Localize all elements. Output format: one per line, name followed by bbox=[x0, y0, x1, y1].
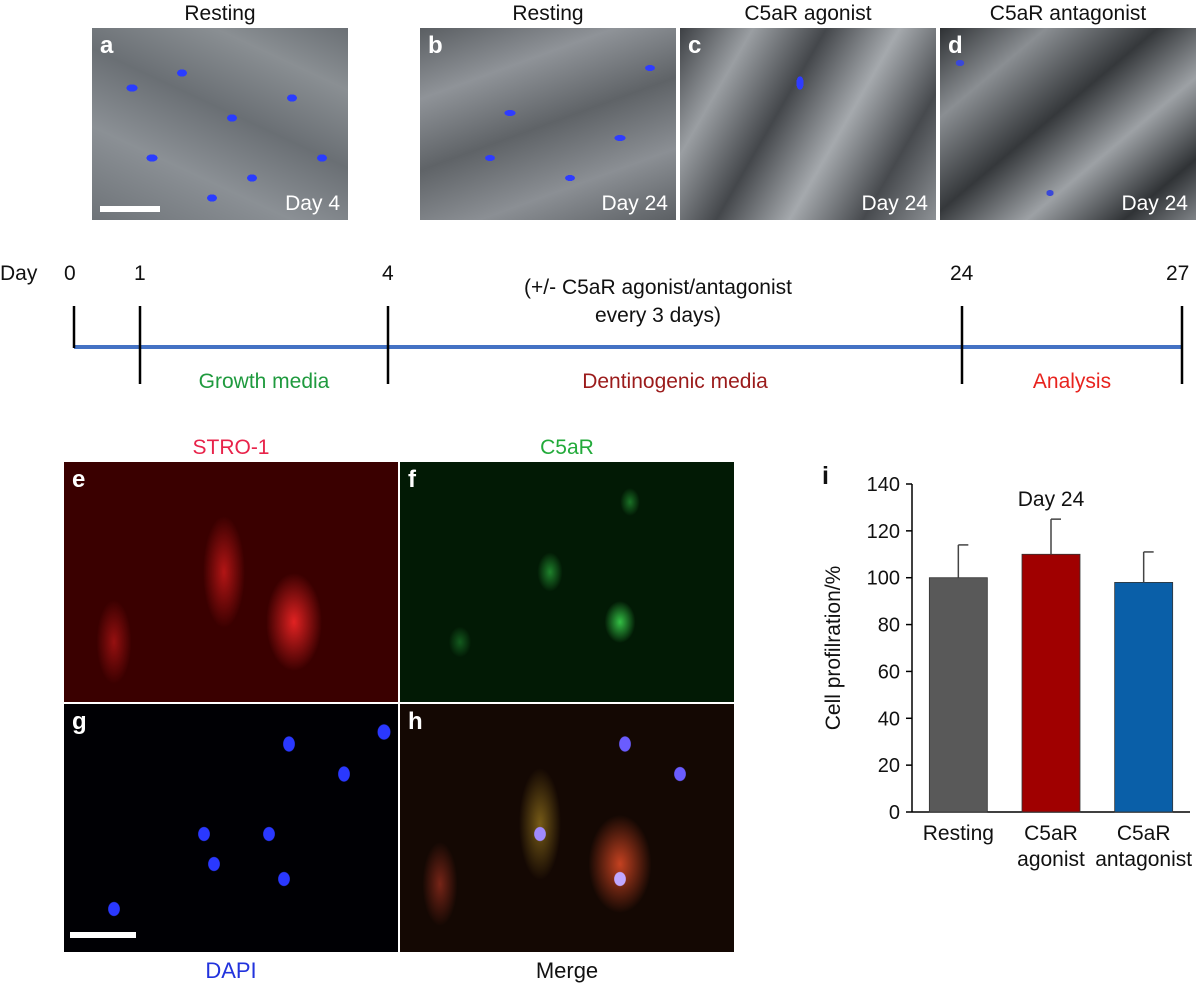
x-tick-label: C5aR bbox=[1117, 822, 1171, 845]
proliferation-bar-chart: i 0 20 40 60 80 100 120 140 Cell profilration/% Re… bbox=[822, 462, 1192, 871]
panel-e-title: STRO-1 bbox=[192, 436, 270, 459]
panel-i-letter: i bbox=[822, 462, 829, 490]
panel-a-day: Day 4 bbox=[285, 192, 340, 215]
y-tick-label: 60 bbox=[878, 661, 900, 683]
panel-d-day: Day 24 bbox=[1121, 192, 1188, 215]
timeline-tick-4: 4 bbox=[382, 262, 394, 285]
bar-0 bbox=[928, 577, 988, 813]
panel-e-letter: e bbox=[72, 466, 86, 493]
panel-a-title: Resting bbox=[184, 2, 256, 25]
y-axis-label: Cell profilration/% bbox=[822, 566, 845, 731]
timeline-tick-0: 0 bbox=[64, 262, 76, 285]
y-tick-label: 40 bbox=[878, 708, 900, 730]
panel-h-letter: h bbox=[408, 708, 423, 735]
micrograph-a: a Day 4 bbox=[92, 28, 348, 220]
y-tick-label: 0 bbox=[889, 802, 900, 824]
timeline-tick-24: 24 bbox=[950, 262, 974, 285]
timeline-tick-27: 27 bbox=[1166, 262, 1190, 285]
panel-h-title: Merge bbox=[535, 958, 599, 983]
y-tick-label: 80 bbox=[878, 615, 900, 637]
micrograph-d: d Day 24 bbox=[940, 28, 1196, 220]
phase-analysis: Analysis bbox=[1032, 370, 1112, 393]
y-tick-label: 140 bbox=[867, 474, 900, 496]
y-tick-label: 100 bbox=[867, 568, 900, 590]
timeline-axis bbox=[72, 306, 1184, 384]
scale-bar bbox=[100, 206, 160, 212]
panel-g-letter: g bbox=[72, 708, 87, 735]
phase-growth-media: Growth media bbox=[198, 370, 330, 393]
x-tick-label: agonist bbox=[1017, 848, 1085, 871]
timeline-day-label: Day bbox=[0, 262, 38, 285]
bar-2 bbox=[1114, 582, 1174, 813]
x-tick-label: Resting bbox=[923, 822, 994, 845]
panel-b-title: Resting bbox=[512, 2, 584, 25]
y-tick-label: 20 bbox=[878, 755, 900, 777]
panel-a-letter: a bbox=[100, 32, 114, 59]
panel-c-day: Day 24 bbox=[861, 192, 928, 215]
treatment-note-line2: every 3 days) bbox=[594, 304, 722, 327]
micrograph-c: c Day 24 bbox=[680, 28, 936, 220]
panel-b-day: Day 24 bbox=[601, 192, 668, 215]
chart-annotation: Day 24 bbox=[1018, 488, 1085, 511]
panel-b-letter: b bbox=[428, 32, 443, 59]
micrograph-g: g bbox=[64, 704, 398, 952]
panel-c-letter: c bbox=[688, 32, 702, 59]
x-tick-label: antagonist bbox=[1095, 848, 1192, 871]
treatment-note-line1: (+/- C5aR agonist/antagonist bbox=[524, 276, 792, 299]
micrograph-f: f bbox=[400, 462, 734, 702]
panel-d-title: C5aR antagonist bbox=[989, 2, 1147, 25]
bar-1 bbox=[1021, 553, 1081, 813]
timeline-tick-1: 1 bbox=[134, 262, 146, 285]
panel-d-letter: d bbox=[948, 32, 963, 59]
micrograph-b: b Day 24 bbox=[420, 28, 676, 220]
micrograph-e: e bbox=[64, 462, 398, 702]
panel-f-letter: f bbox=[408, 466, 416, 493]
x-tick-label: C5aR bbox=[1024, 822, 1078, 845]
micrograph-h: h bbox=[400, 704, 734, 952]
scale-bar bbox=[70, 932, 136, 938]
phase-dentinogenic-media: Dentinogenic media bbox=[582, 370, 768, 393]
y-tick-label: 120 bbox=[867, 521, 900, 543]
panel-c-title: C5aR agonist bbox=[744, 2, 872, 25]
panel-f-title: C5aR bbox=[540, 436, 594, 459]
panel-g-title: DAPI bbox=[205, 958, 257, 983]
